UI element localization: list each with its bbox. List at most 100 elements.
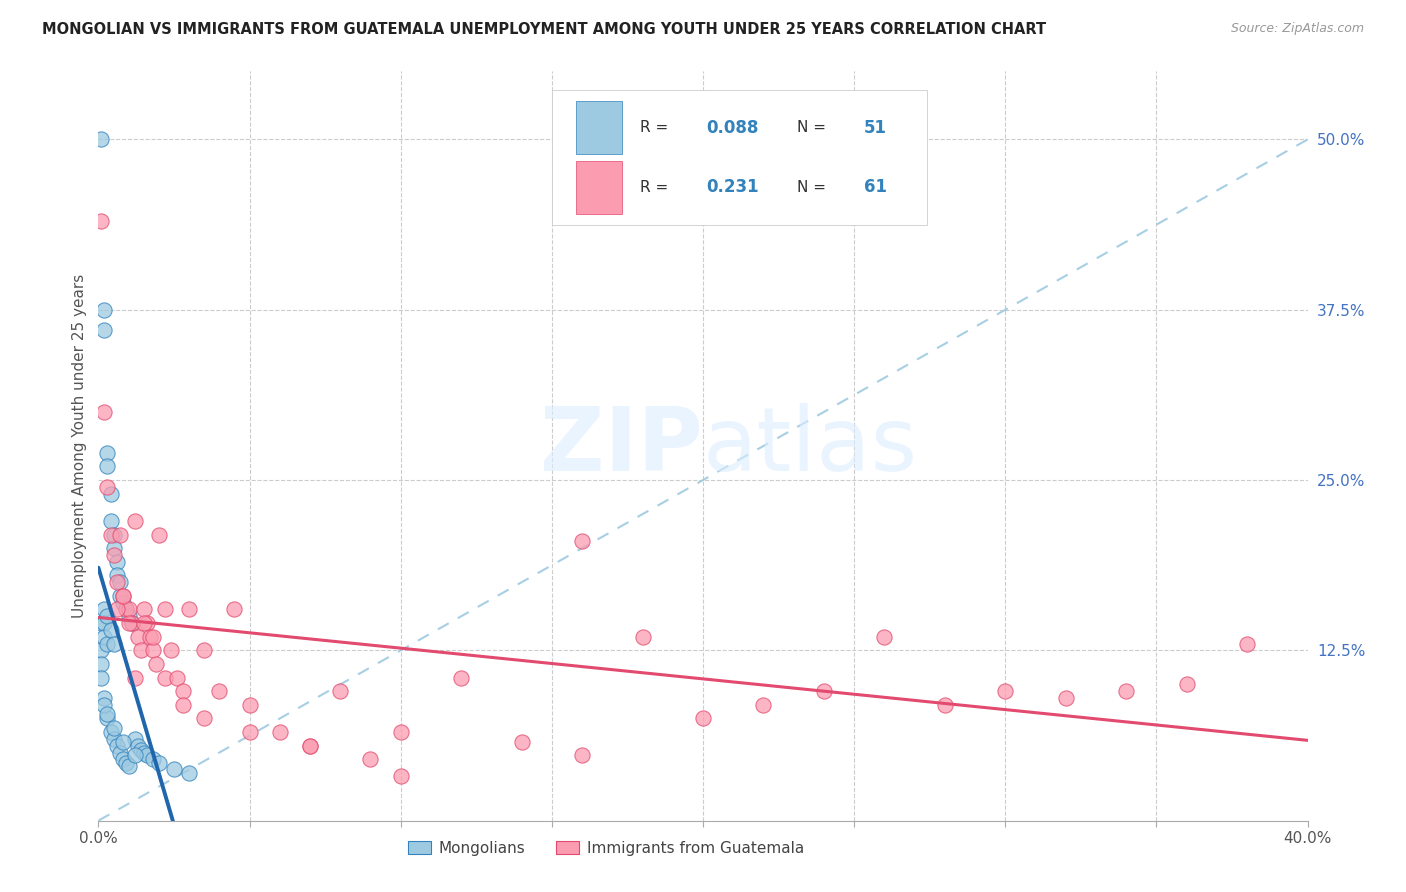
Point xyxy=(299,739,322,753)
Point xyxy=(389,769,412,783)
Point xyxy=(108,746,131,760)
Point xyxy=(934,698,956,712)
Point xyxy=(389,725,412,739)
Point xyxy=(1175,677,1198,691)
Bar xyxy=(576,102,621,153)
Point xyxy=(124,514,146,528)
Text: 51: 51 xyxy=(863,119,887,136)
Point xyxy=(179,602,201,616)
Point xyxy=(100,486,122,500)
Point xyxy=(103,548,125,562)
Point xyxy=(239,725,262,739)
Point xyxy=(193,711,215,725)
FancyBboxPatch shape xyxy=(551,90,927,225)
Point xyxy=(1054,691,1077,706)
Point xyxy=(631,630,654,644)
Text: Source: ZipAtlas.com: Source: ZipAtlas.com xyxy=(1230,22,1364,36)
Point xyxy=(111,752,134,766)
Point xyxy=(114,602,136,616)
Text: 0.088: 0.088 xyxy=(707,119,759,136)
Text: MONGOLIAN VS IMMIGRANTS FROM GUATEMALA UNEMPLOYMENT AMONG YOUTH UNDER 25 YEARS C: MONGOLIAN VS IMMIGRANTS FROM GUATEMALA U… xyxy=(42,22,1046,37)
Point xyxy=(96,446,118,460)
Point xyxy=(118,759,141,773)
Point xyxy=(93,302,115,317)
Point xyxy=(118,616,141,631)
Point xyxy=(96,480,118,494)
Point xyxy=(90,657,112,671)
Point xyxy=(160,643,183,657)
Point xyxy=(114,602,136,616)
Text: N =: N = xyxy=(797,120,831,135)
Point xyxy=(148,527,170,541)
Point xyxy=(96,707,118,722)
Point xyxy=(163,762,186,776)
Point xyxy=(96,459,118,474)
Point xyxy=(166,671,188,685)
Text: atlas: atlas xyxy=(703,402,918,490)
Point xyxy=(127,739,149,753)
Point xyxy=(239,698,262,712)
Point xyxy=(1236,636,1258,650)
Point xyxy=(96,609,118,624)
Point xyxy=(90,671,112,685)
Point xyxy=(96,636,118,650)
Point xyxy=(135,748,157,763)
Point xyxy=(571,748,593,763)
Point xyxy=(172,698,194,712)
Point xyxy=(100,725,122,739)
Point xyxy=(148,756,170,771)
Point xyxy=(153,602,176,616)
Point xyxy=(139,630,162,644)
Text: R =: R = xyxy=(640,180,678,195)
Point xyxy=(103,636,125,650)
Y-axis label: Unemployment Among Youth under 25 years: Unemployment Among Youth under 25 years xyxy=(72,274,87,618)
Point xyxy=(571,534,593,549)
Text: 0.231: 0.231 xyxy=(707,178,759,196)
Point xyxy=(114,756,136,771)
Point xyxy=(105,575,128,590)
Point xyxy=(93,602,115,616)
Point xyxy=(360,752,382,766)
Point xyxy=(105,602,128,616)
Point xyxy=(121,616,143,631)
Legend: Mongolians, Immigrants from Guatemala: Mongolians, Immigrants from Guatemala xyxy=(402,834,810,862)
Point xyxy=(90,643,112,657)
Bar xyxy=(576,161,621,214)
Point xyxy=(299,739,322,753)
Point xyxy=(135,616,157,631)
Point xyxy=(103,731,125,746)
Point xyxy=(93,691,115,706)
Text: R =: R = xyxy=(640,120,673,135)
Point xyxy=(121,616,143,631)
Point xyxy=(93,630,115,644)
Point xyxy=(90,214,112,228)
Point xyxy=(118,609,141,624)
Point xyxy=(208,684,231,698)
Point xyxy=(105,568,128,582)
Point xyxy=(108,527,131,541)
Point xyxy=(172,684,194,698)
Text: ZIP: ZIP xyxy=(540,402,703,490)
Point xyxy=(1115,684,1137,698)
Point xyxy=(111,589,134,603)
Point xyxy=(813,684,835,698)
Point xyxy=(93,405,115,419)
Point xyxy=(224,602,246,616)
Point xyxy=(142,643,165,657)
Point xyxy=(179,766,201,780)
Point xyxy=(105,739,128,753)
Point xyxy=(90,616,112,631)
Point xyxy=(153,671,176,685)
Point xyxy=(873,630,896,644)
Point xyxy=(90,132,112,146)
Point xyxy=(142,630,165,644)
Point xyxy=(93,616,115,631)
Point xyxy=(129,643,152,657)
Text: 61: 61 xyxy=(863,178,887,196)
Point xyxy=(93,323,115,337)
Point xyxy=(124,731,146,746)
Point xyxy=(450,671,472,685)
Point xyxy=(108,575,131,590)
Point xyxy=(145,657,167,671)
Point xyxy=(103,541,125,556)
